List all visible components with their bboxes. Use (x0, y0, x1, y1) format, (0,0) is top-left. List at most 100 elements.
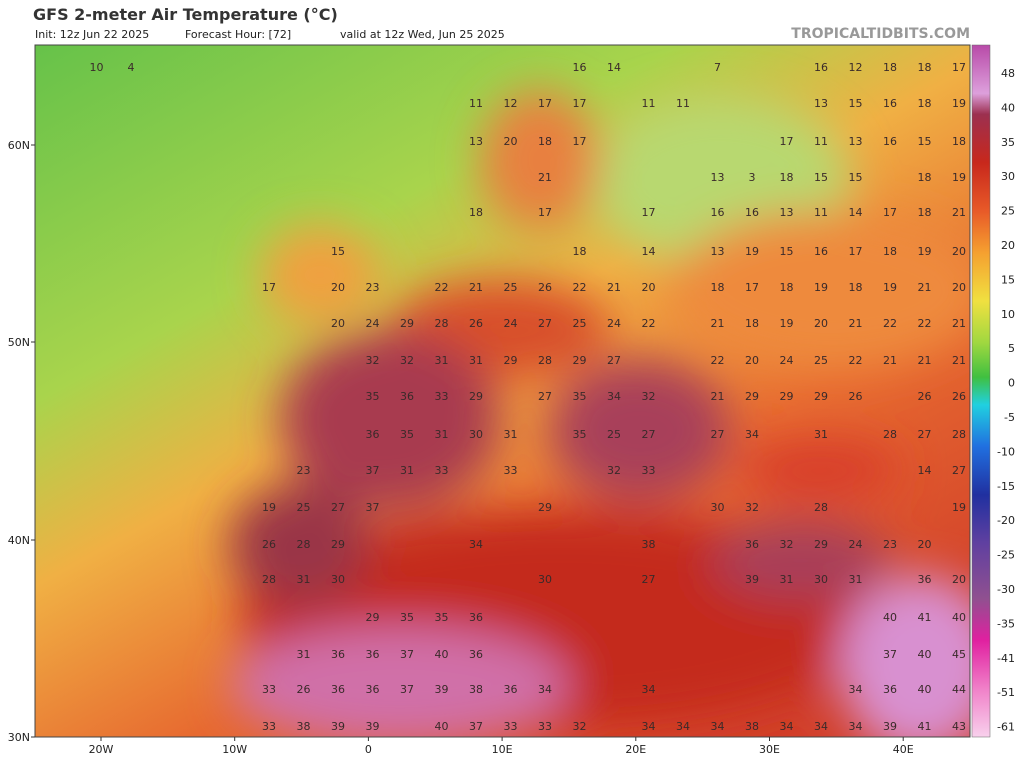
temperature-value: 29 (400, 317, 414, 330)
temperature-value: 16 (573, 61, 587, 74)
temperature-value: 32 (642, 390, 656, 403)
temperature-value: 16 (883, 135, 897, 148)
temperature-value: 22 (883, 317, 897, 330)
colorbar-label: -51 (997, 686, 1015, 699)
temperature-value: 34 (849, 720, 863, 733)
temperature-value: 31 (849, 573, 863, 586)
lat-label: 40N (8, 534, 30, 547)
temperature-value: 31 (435, 354, 449, 367)
colorbar-label: -25 (997, 549, 1015, 562)
temperature-value: 35 (400, 428, 414, 441)
temperature-labels: 10 4 16 14 7 16 12 18 18 17 11 12 17 17 11 11 13 15 16 18 19… (90, 61, 967, 733)
temperature-value: 13 (849, 135, 863, 148)
temperature-value: 27 (711, 428, 725, 441)
temperature-value: 32 (607, 464, 621, 477)
temperature-value: 19 (952, 171, 966, 184)
colorbar-label: 40 (1001, 101, 1015, 114)
temperature-value: 34 (607, 390, 621, 403)
temperature-value: 15 (814, 171, 828, 184)
temperature-value: 19 (952, 97, 966, 110)
temperature-value: 17 (538, 206, 552, 219)
temperature-value: 36 (469, 648, 483, 661)
temperature-value: 18 (883, 61, 897, 74)
colorbar (971, 44, 991, 738)
temperature-value: 36 (400, 390, 414, 403)
temperature-value: 34 (711, 720, 725, 733)
temperature-value: 34 (745, 428, 759, 441)
colorbar-label: 10 (1001, 308, 1015, 321)
temperature-value: 11 (814, 135, 828, 148)
temperature-value: 21 (711, 390, 725, 403)
temperature-value: 30 (814, 573, 828, 586)
temperature-value: 14 (607, 61, 621, 74)
temperature-value: 28 (814, 501, 828, 514)
temperature-value: 30 (538, 573, 552, 586)
temperature-value: 24 (780, 354, 794, 367)
temperature-value: 36 (469, 611, 483, 624)
temperature-value: 18 (918, 61, 932, 74)
temperature-value: 27 (331, 501, 345, 514)
temperature-value: 10 (90, 61, 104, 74)
temperature-value: 15 (780, 245, 794, 258)
temperature-value: 21 (883, 354, 897, 367)
temperature-value: 18 (918, 97, 932, 110)
temperature-value: 27 (538, 317, 552, 330)
lon-label: 10W (222, 743, 247, 756)
temperature-value: 32 (745, 501, 759, 514)
temperature-value: 28 (952, 428, 966, 441)
temperature-value: 27 (607, 354, 621, 367)
temperature-value: 12 (849, 61, 863, 74)
temperature-value: 21 (607, 281, 621, 294)
temperature-value: 29 (573, 354, 587, 367)
temperature-value: 26 (297, 683, 311, 696)
temperature-value: 26 (849, 390, 863, 403)
colorbar-label: 15 (1001, 273, 1015, 286)
temperature-value: 22 (711, 354, 725, 367)
temperature-value: 17 (573, 97, 587, 110)
temperature-value: 7 (714, 61, 721, 74)
temperature-value: 19 (780, 317, 794, 330)
temperature-value: 32 (400, 354, 414, 367)
temperature-value: 32 (366, 354, 380, 367)
lon-label: 20W (89, 743, 114, 756)
temperature-value: 37 (400, 648, 414, 661)
colorbar-label: -15 (997, 480, 1015, 493)
temperature-value: 11 (469, 97, 483, 110)
temperature-value: 29 (504, 354, 518, 367)
temperature-value: 16 (883, 97, 897, 110)
temperature-value: 20 (504, 135, 518, 148)
temperature-value: 39 (331, 720, 345, 733)
title: GFS 2-meter Air Temperature (°C) (33, 5, 338, 24)
temperature-value: 31 (297, 573, 311, 586)
colorbar-label: 0 (1008, 377, 1015, 390)
temperature-value: 36 (918, 573, 932, 586)
temperature-value: 21 (918, 354, 932, 367)
temperature-value: 16 (814, 245, 828, 258)
temperature-value: 17 (538, 97, 552, 110)
temperature-value: 29 (469, 390, 483, 403)
temperature-value: 17 (883, 206, 897, 219)
temperature-value: 33 (642, 464, 656, 477)
temperature-value: 13 (711, 245, 725, 258)
temperature-value: 25 (607, 428, 621, 441)
temperature-value: 22 (435, 281, 449, 294)
temperature-value: 18 (745, 317, 759, 330)
temperature-value: 24 (504, 317, 518, 330)
temperature-value: 20 (952, 281, 966, 294)
temperature-value: 20 (918, 538, 932, 551)
temperature-value: 38 (297, 720, 311, 733)
temperature-value: 20 (642, 281, 656, 294)
temperature-value: 15 (331, 245, 345, 258)
temperature-value: 38 (469, 683, 483, 696)
temperature-value: 36 (331, 648, 345, 661)
temperature-value: 21 (918, 281, 932, 294)
temperature-value: 20 (952, 573, 966, 586)
temperature-value: 20 (331, 317, 345, 330)
temperature-value: 37 (366, 501, 380, 514)
temperature-value: 34 (814, 720, 828, 733)
temperature-value: 30 (331, 573, 345, 586)
temperature-value: 43 (952, 720, 966, 733)
temperature-value: 24 (849, 538, 863, 551)
temperature-value: 39 (883, 720, 897, 733)
